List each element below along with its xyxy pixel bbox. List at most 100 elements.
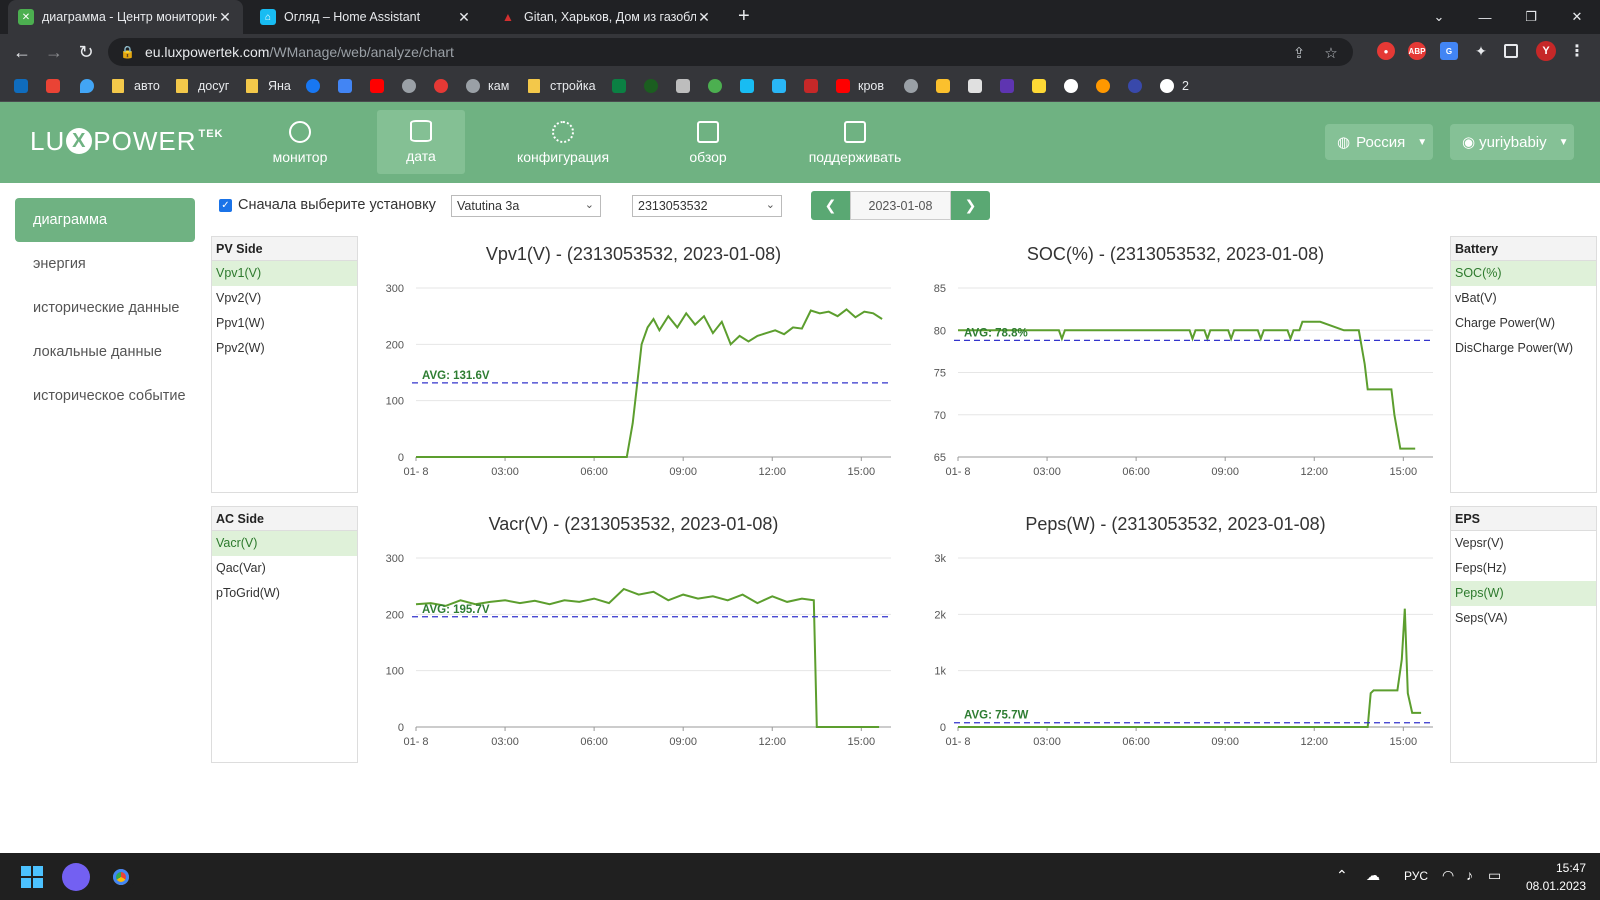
chart-vpv1-plot[interactable]: 0 100 200 300 01- 8 03:00 06:00 09:00 12:00 15:00… <box>366 236 901 493</box>
nav-support[interactable]: поддерживать <box>800 102 910 183</box>
dot-bookmark-icon[interactable] <box>1128 78 1150 94</box>
param-vacr[interactable]: Vacr(V) <box>212 531 357 556</box>
outlook-bookmark-icon[interactable] <box>14 78 36 94</box>
nav-data[interactable]: дата <box>377 110 465 174</box>
battery-icon[interactable]: ▭ <box>1488 867 1502 883</box>
bookmark-folder-stroyka[interactable]: стройка <box>528 78 596 94</box>
nav-configuration[interactable]: конфигурация <box>510 102 616 183</box>
browser-tab-luxpower[interactable]: ✕ диаграмма - Центр мониторинга ✕ <box>8 0 243 34</box>
k-bookmark-icon[interactable] <box>772 78 794 94</box>
red-bookmark-icon[interactable] <box>804 78 826 94</box>
show-hidden-icons-icon[interactable]: ⌃ <box>1336 867 1348 883</box>
series-line[interactable] <box>958 608 1422 728</box>
extension-icon[interactable]: ● <box>1377 42 1395 60</box>
multicolor-bookmark-icon[interactable] <box>1032 78 1054 94</box>
series-line[interactable] <box>415 587 880 728</box>
tab-search-icon[interactable]: ⌄ <box>1433 9 1445 24</box>
series-line[interactable] <box>416 308 883 458</box>
tools-bookmark-icon[interactable] <box>676 78 698 94</box>
prev-date-button[interactable]: ❮ <box>811 191 850 220</box>
param-vepsr[interactable]: Vepsr(V) <box>1455 536 1504 550</box>
chart-soc-plot[interactable]: 65 70 75 80 85 01- 8 03:00 06:00 09:00 12:00 15:00… <box>908 236 1443 493</box>
chrome-icon[interactable] <box>107 863 135 891</box>
param-feps[interactable]: Feps(Hz) <box>1455 561 1507 575</box>
drop-bookmark-icon[interactable] <box>80 78 102 94</box>
translate-bookmark-icon[interactable] <box>338 78 360 94</box>
param-ppv2[interactable]: Ppv2(W) <box>216 341 265 355</box>
side-panel-icon[interactable] <box>1504 44 1518 58</box>
white-bookmark-icon[interactable] <box>968 78 990 94</box>
yellow-bookmark-icon[interactable] <box>936 78 958 94</box>
chrome-menu-icon[interactable]: ⋮ <box>1569 43 1585 60</box>
param-ppv1[interactable]: Ppv1(W) <box>216 316 265 330</box>
bookmark-github[interactable]: 2 <box>1160 78 1189 94</box>
param-discharge-power[interactable]: DisCharge Power(W) <box>1455 341 1574 355</box>
sidebar-item-chart[interactable]: диаграмма <box>15 198 195 242</box>
facebook-bookmark-icon[interactable] <box>306 78 328 94</box>
nav-overview[interactable]: обзор <box>678 102 738 183</box>
param-peps[interactable]: Peps(W) <box>1451 581 1596 606</box>
address-bar[interactable]: 🔒 eu.luxpowertek.com/WManage/web/analyze… <box>108 38 1353 66</box>
bookmark-star-icon[interactable]: ☆ <box>1324 45 1338 62</box>
clock-time[interactable]: 15:47 <box>1555 861 1586 875</box>
minimize-button[interactable]: — <box>1478 9 1492 25</box>
param-vbat[interactable]: vBat(V) <box>1455 291 1497 305</box>
gmail-bookmark-icon[interactable] <box>46 78 68 94</box>
new-tab-button[interactable]: + <box>738 5 750 27</box>
bookmark-kam[interactable]: кам <box>466 78 509 94</box>
serial-select[interactable]: 2313053532 ⌄ <box>632 195 782 217</box>
profile-avatar[interactable]: Y <box>1536 41 1556 61</box>
clock-date[interactable]: 08.01.2023 <box>1525 879 1586 893</box>
adblock-icon[interactable]: ABP <box>1408 42 1426 60</box>
sun-bookmark-icon[interactable] <box>1096 78 1118 94</box>
region-select[interactable]: ◍ Россия ▼ <box>1325 124 1433 160</box>
youtube-bookmark-icon[interactable] <box>370 78 392 94</box>
select-plant-checkbox[interactable]: ✓ <box>219 199 232 212</box>
share-icon[interactable]: ⇪ <box>1292 45 1306 62</box>
home-assistant-bookmark-icon[interactable] <box>740 78 762 94</box>
reload-button[interactable]: ↻ <box>78 41 94 62</box>
sidebar-item-history[interactable]: исторические данные <box>33 300 180 316</box>
chart-peps-plot[interactable]: 0 1k 2k 3k 01- 8 03:00 06:00 09:00 12:00 15:00 AVG… <box>908 506 1443 763</box>
param-charge-power[interactable]: Charge Power(W) <box>1455 316 1556 330</box>
param-vpv2[interactable]: Vpv2(V) <box>216 291 262 305</box>
user-menu[interactable]: ◉ yuriybabiy ▼ <box>1450 124 1574 160</box>
param-ptogrid[interactable]: pToGrid(W) <box>216 586 280 600</box>
param-qac[interactable]: Qac(Var) <box>216 561 266 575</box>
close-tab-icon[interactable]: ✕ <box>698 8 710 25</box>
bookmark-folder-dosug[interactable]: досуг <box>176 78 229 94</box>
bookmark-krov[interactable]: кров <box>836 78 884 94</box>
close-tab-icon[interactable]: ✕ <box>219 8 231 25</box>
green-bookmark-icon[interactable] <box>644 78 666 94</box>
mail-bookmark-icon[interactable] <box>434 78 456 94</box>
next-date-button[interactable]: ❯ <box>951 191 990 220</box>
viber-icon[interactable] <box>62 863 90 891</box>
maximize-button[interactable]: ❐ <box>1525 9 1537 24</box>
bookmark-folder-yana[interactable]: Яна <box>246 78 291 94</box>
browser-tab-gitan[interactable]: ▲ Gitan, Харьков, Дом из газобл ✕ <box>490 0 722 34</box>
extensions-puzzle-icon[interactable]: ✦ <box>1475 42 1487 59</box>
sidebar-item-history-event[interactable]: историческое событие <box>33 388 186 404</box>
chart-vacr-plot[interactable]: 0 100 200 300 01- 8 03:00 06:00 09:00 12:00 15:00… <box>366 506 901 763</box>
plant-select[interactable]: Vatutina 3a ⌄ <box>451 195 601 217</box>
language-indicator[interactable]: РУС <box>1404 869 1429 883</box>
purple-bookmark-icon[interactable] <box>1000 78 1022 94</box>
luxpower-bookmark-icon[interactable] <box>708 78 730 94</box>
param-seps[interactable]: Seps(VA) <box>1455 611 1508 625</box>
close-tab-icon[interactable]: ✕ <box>458 8 470 25</box>
series-line[interactable] <box>958 320 1416 450</box>
cloud-icon[interactable]: ☁ <box>1366 867 1380 883</box>
f-bookmark-icon[interactable] <box>612 78 634 94</box>
sidebar-item-energy[interactable]: энергия <box>33 256 86 272</box>
luxpower-logo[interactable]: LU X POWER TEK <box>30 126 224 156</box>
google-bookmark-icon[interactable] <box>1064 78 1086 94</box>
globe-bookmark-icon[interactable] <box>904 78 926 94</box>
wifi-icon[interactable]: ◠ <box>1442 867 1455 883</box>
nav-monitor[interactable]: монитор <box>262 102 338 183</box>
translate-icon[interactable]: G <box>1440 42 1458 60</box>
close-window-button[interactable]: ✕ <box>1571 9 1583 24</box>
forward-button[interactable]: → <box>45 41 63 62</box>
sidebar-item-local-data[interactable]: локальные данные <box>33 344 162 360</box>
back-button[interactable]: ← <box>13 41 31 62</box>
param-vpv1[interactable]: Vpv1(V) <box>212 261 357 286</box>
